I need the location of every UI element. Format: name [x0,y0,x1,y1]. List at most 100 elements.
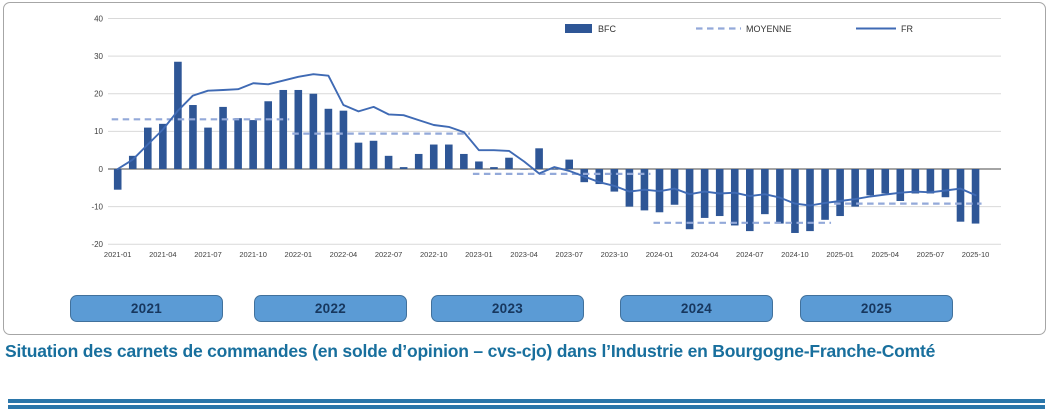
year-button-2025[interactable]: 2025 [800,295,953,322]
year-button-2024[interactable]: 2024 [620,295,773,322]
bfc-bar [806,169,814,232]
bfc-bar [324,108,333,169]
x-tick-label: 2021-01 [104,250,132,259]
bfc-bar [128,155,137,169]
bfc-bar [670,169,679,205]
bfc-bar [264,101,272,169]
x-tick-label: 2022-10 [420,250,448,259]
x-tick-label: 2024-01 [646,250,674,259]
year-button-2021[interactable]: 2021 [70,295,223,322]
year-buttons-row: 2021 2022 2023 2024 2025 [0,295,1052,322]
y-tick-label: 20 [94,90,103,99]
x-tick-label: 2025-04 [871,250,899,259]
x-tick-label: 2022-01 [285,250,313,259]
legend-bfc-label: BFC [598,24,617,34]
bfc-bar [339,110,348,169]
footer-divider [8,399,1045,409]
y-tick-label: 40 [94,14,103,23]
year-button-2022[interactable]: 2022 [254,295,407,322]
bfc-bar [429,144,438,169]
y-tick-label: -20 [91,240,103,249]
x-tick-label: 2023-01 [465,250,493,259]
bfc-bar [926,169,935,194]
bfc-bar [896,169,905,201]
legend-fr-label: FR [901,24,913,34]
bfc-bar [746,169,754,232]
bfc-bar [715,169,724,217]
bfc-bar [700,169,709,218]
bfc-bar [490,167,498,169]
bfc-bar [414,153,423,169]
bfc-bar [384,155,393,169]
bfc-bar [234,118,242,169]
bfc-bar [730,169,739,226]
year-button-2023[interactable]: 2023 [431,295,584,322]
x-tick-label: 2023-04 [510,250,538,259]
bfc-bar [279,89,288,169]
x-tick-label: 2023-07 [555,250,583,259]
bfc-bar [821,169,829,220]
x-tick-label: 2025-10 [962,250,990,259]
bfc-bar [354,142,363,169]
bfc-bar [249,120,257,169]
x-tick-label: 2022-07 [375,250,403,259]
bfc-bar [399,167,408,169]
bfc-bar [520,169,528,170]
bfc-bar [204,127,212,169]
bfc-bar [851,169,859,207]
bfc-bar [595,169,604,185]
bfc-bar [685,169,694,230]
x-tick-label: 2024-04 [691,250,719,259]
y-tick-label: 10 [94,127,103,136]
x-tick-label: 2025-07 [917,250,945,259]
y-tick-label: 30 [94,52,103,61]
y-tick-label: -10 [91,202,103,211]
x-tick-label: 2021-07 [194,250,222,259]
x-tick-label: 2025-01 [826,250,854,259]
bfc-bar [625,169,634,207]
x-tick-label: 2021-10 [239,250,267,259]
bfc-bar [460,153,468,169]
legend-moyenne-label: MOYENNE [746,24,792,34]
bfc-bar [475,161,483,169]
bfc-bar [866,169,874,196]
bfc-bar [309,93,318,169]
bfc-bar [836,169,844,217]
bfc-bar [776,169,784,224]
bfc-bar [956,169,965,222]
bfc-bar [189,105,197,169]
x-tick-label: 2024-07 [736,250,764,259]
bfc-bar [174,61,182,169]
fr-line [116,73,977,207]
y-tick-label: 0 [99,165,104,174]
bfc-bar [550,169,558,170]
x-tick-label: 2023-10 [601,250,629,259]
x-tick-label: 2024-10 [781,250,809,259]
bfc-bar [941,169,950,198]
divider-rule-bottom [8,405,1045,409]
divider-rule-top [8,399,1045,403]
bfc-bar [505,157,513,169]
bfc-bar [294,89,303,169]
bfc-bar [881,169,890,194]
bfc-bar [535,148,543,169]
bfc-bar [159,123,167,169]
chart-panel: 40 30 20 10 0 -10 -20 2021-01 2021-04 2021-07 2021… [3,2,1046,335]
x-tick-label: 2021-04 [149,250,177,259]
x-tick-label: 2022-04 [330,250,358,259]
bfc-bar [610,169,619,192]
bfc-bar [113,169,122,190]
bfc-bar [911,169,920,194]
chart-title: Situation des carnets de commandes (en s… [5,341,936,361]
bfc-bar [219,106,227,169]
bfc-bar [971,169,980,224]
bfc-bar [565,159,573,169]
bfc-bar [369,140,378,169]
bfc-bar [445,144,453,169]
legend-bfc-swatch [565,24,592,33]
bfc-bar [761,169,769,215]
bfc-bar [791,169,799,233]
bfc-bar [144,127,152,169]
